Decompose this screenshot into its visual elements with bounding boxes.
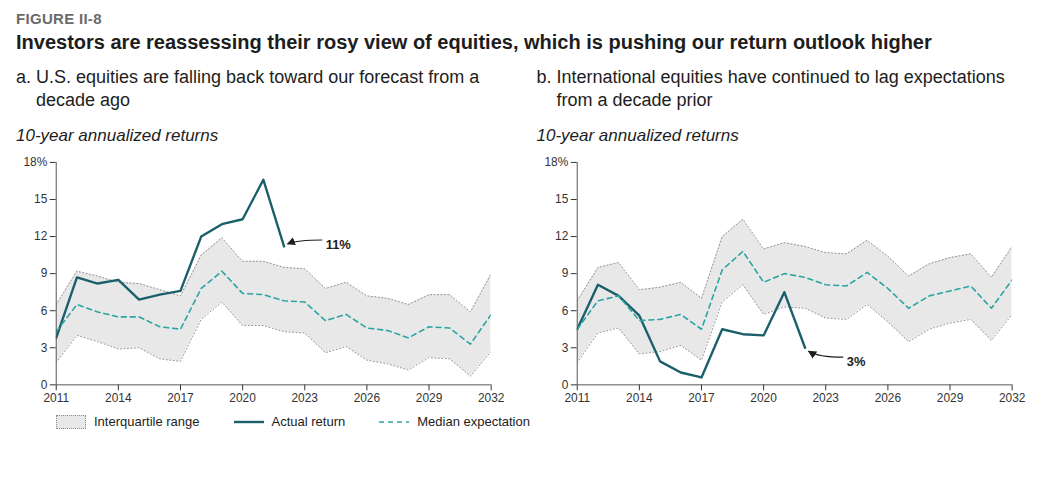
svg-text:12: 12	[555, 229, 569, 243]
svg-text:2014: 2014	[626, 391, 653, 405]
svg-text:2023: 2023	[812, 391, 839, 405]
html-text:a. U.S. equities are falling b: a. U.S. equities are falling back toward…	[16, 67, 480, 110]
svg-text:6: 6	[561, 304, 568, 318]
html-text:10-year annualized returns: 10-year annualized returns	[16, 126, 219, 145]
svg-text:9: 9	[561, 266, 568, 280]
svg-text:2020: 2020	[750, 391, 777, 405]
svg-text:2017: 2017	[688, 391, 715, 405]
svg-text:6: 6	[41, 304, 48, 318]
svg-text:2032: 2032	[478, 391, 505, 405]
svg-text:0: 0	[561, 378, 568, 392]
html-text:FIGURE II-8: FIGURE II-8	[16, 10, 102, 27]
svg-text:15: 15	[555, 192, 569, 206]
svg-text:12: 12	[34, 229, 48, 243]
html-text:Interquartile range: Interquartile range	[94, 414, 200, 430]
svg-text:2011: 2011	[564, 391, 590, 405]
svg-text:2023: 2023	[291, 391, 318, 405]
html-text:Actual return: Actual return	[271, 414, 346, 430]
svg-text:3: 3	[561, 341, 568, 355]
html-text:b. International equities have: b. International equities have continued…	[536, 67, 1005, 110]
svg-text:2017: 2017	[167, 391, 194, 405]
svg-text:2029: 2029	[416, 391, 443, 405]
svg-text:11%: 11%	[326, 237, 352, 252]
svg-text:2014: 2014	[105, 391, 132, 405]
svg-text:0: 0	[41, 378, 48, 392]
svg-text:2026: 2026	[354, 391, 381, 405]
html-text:Median expectation: Median expectation	[417, 414, 530, 430]
svg-text:2026: 2026	[874, 391, 901, 405]
svg-text:2020: 2020	[229, 391, 256, 405]
svg-text:9: 9	[41, 266, 48, 280]
svg-text:18%: 18%	[23, 155, 47, 169]
svg-text:2011: 2011	[43, 391, 69, 405]
svg-text:2029: 2029	[936, 391, 963, 405]
svg-text:15: 15	[34, 192, 48, 206]
html-text:10-year annualized returns: 10-year annualized returns	[536, 126, 739, 145]
svg-text:3%: 3%	[846, 354, 865, 369]
svg-text:3: 3	[41, 341, 48, 355]
svg-text:18%: 18%	[544, 155, 568, 169]
svg-text:2032: 2032	[998, 391, 1025, 405]
html-text:Investors are reassessing thei: Investors are reassessing their rosy vie…	[16, 31, 932, 53]
